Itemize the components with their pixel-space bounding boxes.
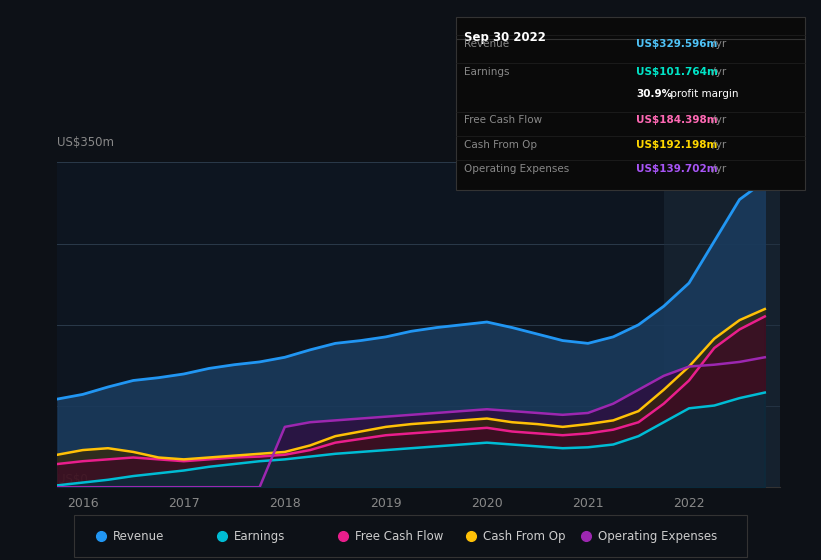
Text: US$350m: US$350m xyxy=(57,137,114,150)
Text: Free Cash Flow: Free Cash Flow xyxy=(355,530,443,543)
Text: Cash From Op: Cash From Op xyxy=(484,530,566,543)
Text: US$192.198m: US$192.198m xyxy=(636,139,718,150)
Text: profit margin: profit margin xyxy=(667,89,739,99)
Text: Operating Expenses: Operating Expenses xyxy=(598,530,717,543)
Text: Earnings: Earnings xyxy=(464,67,509,77)
Text: US$329.596m: US$329.596m xyxy=(636,39,718,49)
Text: 30.9%: 30.9% xyxy=(636,89,672,99)
Text: US$0: US$0 xyxy=(57,473,88,486)
Text: Sep 30 2022: Sep 30 2022 xyxy=(464,31,546,44)
Text: US$101.764m: US$101.764m xyxy=(636,67,718,77)
Text: Operating Expenses: Operating Expenses xyxy=(464,164,569,174)
Text: US$184.398m: US$184.398m xyxy=(636,115,718,125)
Text: /yr: /yr xyxy=(709,67,726,77)
Bar xyxy=(663,162,780,487)
Text: US$139.702m: US$139.702m xyxy=(636,164,718,174)
Text: Free Cash Flow: Free Cash Flow xyxy=(464,115,542,125)
Text: Revenue: Revenue xyxy=(113,530,164,543)
Text: Cash From Op: Cash From Op xyxy=(464,139,537,150)
Text: /yr: /yr xyxy=(709,39,726,49)
Text: /yr: /yr xyxy=(709,115,726,125)
Text: Revenue: Revenue xyxy=(464,39,509,49)
Text: /yr: /yr xyxy=(709,164,726,174)
Text: /yr: /yr xyxy=(709,139,726,150)
Text: Earnings: Earnings xyxy=(234,530,286,543)
